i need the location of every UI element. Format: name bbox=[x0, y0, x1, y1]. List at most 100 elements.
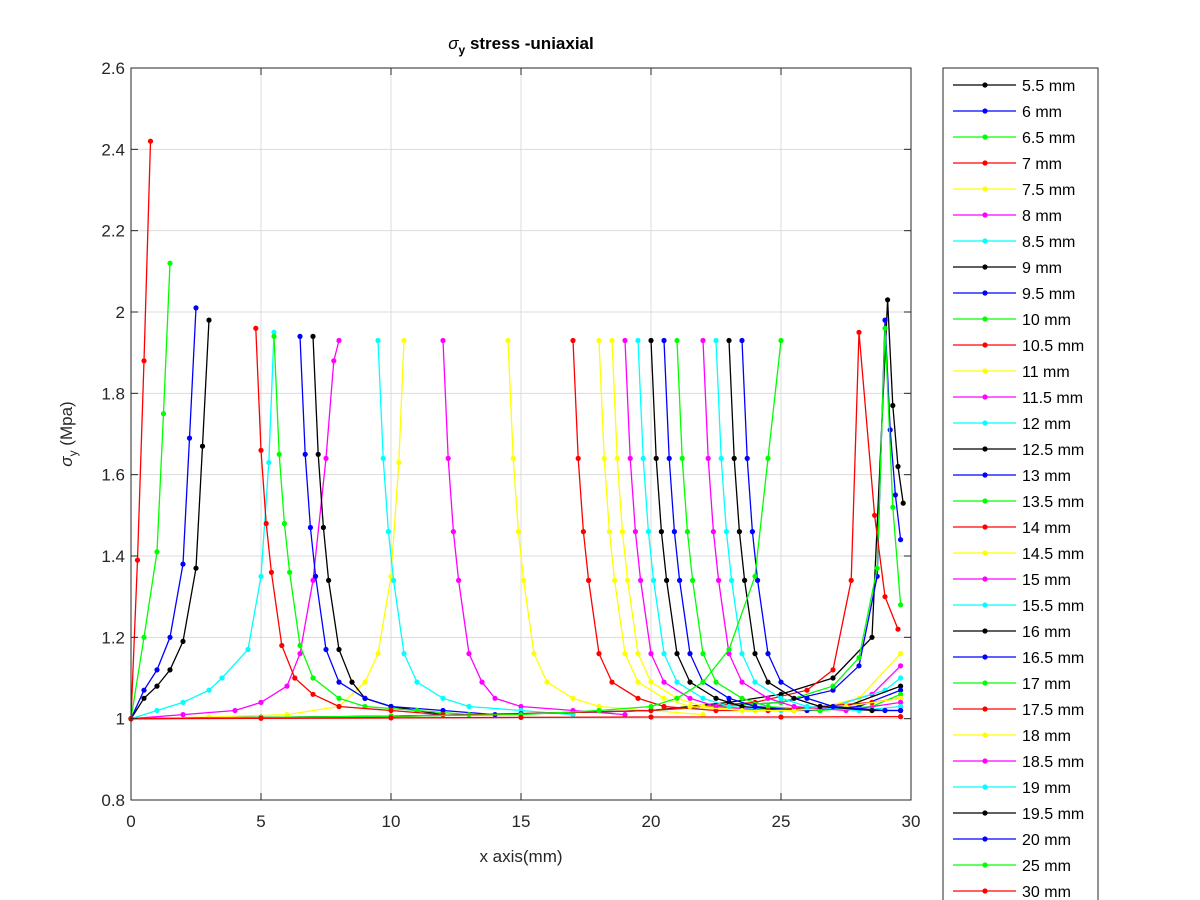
data-point bbox=[609, 679, 615, 685]
data-point bbox=[898, 707, 904, 714]
data-point bbox=[388, 707, 394, 714]
data-point bbox=[765, 455, 771, 461]
data-point bbox=[713, 337, 719, 344]
data-point bbox=[310, 691, 316, 697]
data-point bbox=[736, 529, 743, 535]
data-point bbox=[635, 651, 641, 657]
data-point bbox=[154, 707, 160, 714]
legend-label: 17.5 mm bbox=[1022, 702, 1084, 719]
data-point bbox=[193, 305, 199, 311]
data-point bbox=[450, 529, 456, 535]
legend-swatch-marker bbox=[982, 82, 988, 88]
data-point bbox=[648, 703, 654, 710]
legend-entry: 15 mm bbox=[953, 572, 1071, 589]
legend-swatch-marker bbox=[982, 810, 988, 816]
data-point bbox=[160, 411, 167, 417]
data-point bbox=[882, 707, 888, 714]
series-line bbox=[728, 340, 901, 712]
legend-swatch-marker bbox=[982, 784, 988, 790]
legend-entry: 6.5 mm bbox=[953, 130, 1075, 147]
x-axis-label: x axis(mm) bbox=[479, 847, 562, 866]
legend-swatch-marker bbox=[982, 342, 988, 348]
ylabel-text: (Mpa) bbox=[57, 401, 76, 450]
data-point bbox=[515, 529, 522, 535]
y-tick-label: 1 bbox=[116, 710, 125, 729]
data-point bbox=[276, 451, 282, 457]
data-point bbox=[391, 577, 397, 584]
legend-label: 19 mm bbox=[1022, 780, 1071, 797]
legend-entry: 8 mm bbox=[953, 208, 1062, 225]
data-point bbox=[505, 337, 511, 344]
data-point bbox=[380, 455, 386, 461]
series-18-mm bbox=[596, 337, 904, 714]
data-point bbox=[791, 695, 797, 701]
data-point bbox=[882, 317, 888, 323]
data-point bbox=[765, 703, 771, 710]
data-point bbox=[830, 667, 836, 673]
legend-label: 8.5 mm bbox=[1022, 234, 1075, 251]
data-point bbox=[661, 679, 667, 685]
legend-entry: 10.5 mm bbox=[953, 338, 1084, 355]
data-point bbox=[627, 455, 633, 461]
y-tick-label: 1.2 bbox=[101, 628, 125, 647]
data-point bbox=[742, 577, 748, 584]
legend-entry: 12 mm bbox=[953, 416, 1071, 433]
data-point bbox=[817, 703, 823, 710]
x-tick-label: 5 bbox=[256, 812, 265, 831]
data-point bbox=[141, 358, 147, 364]
data-point bbox=[284, 712, 290, 718]
legend-swatch-marker bbox=[982, 524, 988, 530]
data-point bbox=[690, 577, 696, 584]
data-point bbox=[521, 577, 527, 584]
data-point bbox=[679, 455, 685, 461]
data-point bbox=[375, 337, 381, 344]
data-point bbox=[674, 651, 680, 657]
data-point bbox=[388, 715, 394, 721]
data-point bbox=[752, 679, 758, 685]
data-point bbox=[596, 707, 602, 714]
legend-label: 25 mm bbox=[1022, 858, 1071, 875]
series-line bbox=[741, 340, 901, 712]
legend-entry: 14 mm bbox=[953, 520, 1071, 537]
data-point bbox=[323, 455, 329, 461]
data-point bbox=[302, 451, 308, 457]
data-point bbox=[263, 520, 269, 527]
series-line bbox=[130, 141, 152, 719]
data-point bbox=[898, 699, 904, 706]
data-point bbox=[154, 683, 160, 689]
data-point bbox=[890, 402, 896, 409]
legend-swatch-marker bbox=[982, 108, 988, 114]
legend-label: 9 mm bbox=[1022, 260, 1062, 277]
legend-swatch-marker bbox=[982, 212, 988, 218]
ylabel-sigma: σ bbox=[57, 456, 76, 467]
data-point bbox=[310, 675, 316, 681]
data-point bbox=[638, 577, 644, 584]
data-point bbox=[606, 529, 613, 535]
series-layer bbox=[128, 138, 906, 722]
data-point bbox=[271, 329, 277, 335]
data-point bbox=[648, 707, 654, 714]
data-point bbox=[726, 651, 732, 657]
legend-swatch-marker bbox=[982, 888, 988, 894]
data-point bbox=[323, 646, 329, 653]
data-point bbox=[575, 455, 581, 461]
series-line bbox=[377, 340, 574, 716]
data-point bbox=[635, 695, 641, 701]
series-20-mm bbox=[739, 337, 904, 714]
data-point bbox=[307, 524, 313, 531]
data-point bbox=[648, 714, 654, 720]
legend-label: 14 mm bbox=[1022, 520, 1071, 537]
legend-swatch-marker bbox=[982, 290, 988, 296]
data-point bbox=[744, 455, 750, 461]
data-point bbox=[898, 537, 904, 543]
legend-swatch-marker bbox=[982, 446, 988, 452]
data-point bbox=[874, 565, 880, 571]
legend-swatch-marker bbox=[982, 498, 988, 504]
data-point bbox=[570, 695, 576, 701]
data-point bbox=[141, 695, 147, 701]
data-point bbox=[778, 337, 784, 344]
data-point bbox=[440, 337, 446, 344]
data-point bbox=[726, 695, 732, 701]
data-point bbox=[313, 573, 319, 579]
data-point bbox=[739, 679, 745, 685]
